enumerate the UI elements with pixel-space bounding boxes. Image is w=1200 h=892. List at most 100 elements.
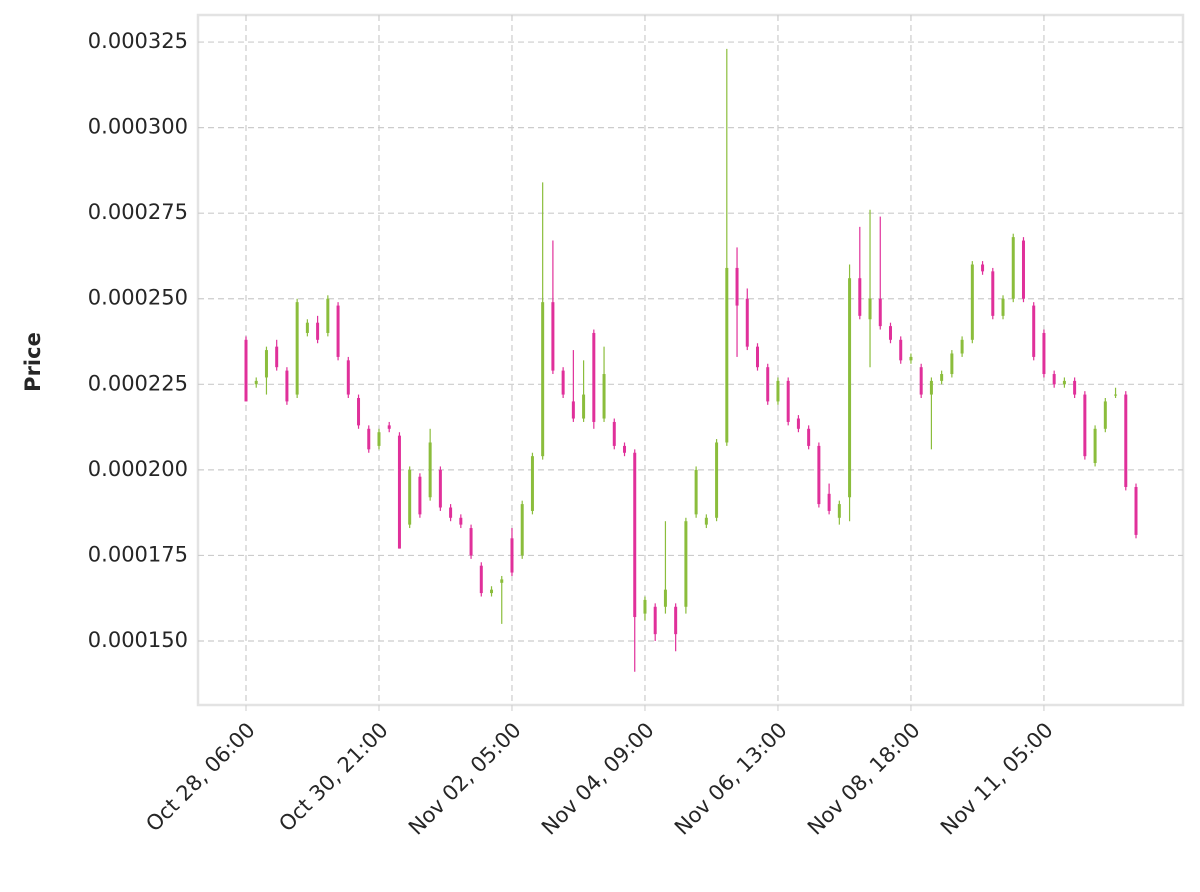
candle-body [346,360,350,395]
x-tick-label: Nov 11, 05:00 [936,718,1058,840]
y-axis-label: Price [21,332,45,392]
x-tick-label: Oct 30, 21:00 [274,718,392,836]
candle-body [745,298,749,347]
candle-body [1001,298,1005,316]
candle-body [449,507,453,518]
candle-body [694,469,698,515]
candle-body [776,380,780,402]
candle-body [612,421,616,446]
candle-body [592,332,596,422]
y-tick-label: 0.000150 [88,628,188,652]
candle-body [899,339,903,361]
candle-body [981,264,985,272]
candle-body [490,589,494,594]
candle-body [244,339,248,402]
candle-body [704,517,708,525]
y-tick-label: 0.000225 [88,371,188,395]
candle-body [264,350,268,378]
candle-body [1021,240,1025,299]
candle-body [1083,394,1087,457]
candle-body [1114,394,1118,396]
candle-body [929,380,933,395]
y-tick-label: 0.000325 [88,29,188,53]
plot-area [196,13,1185,707]
candle-body [970,264,974,340]
candle-body [623,445,627,453]
candle-body [837,504,841,518]
candle-body [254,380,258,385]
candle-body [868,298,872,320]
candle-body [479,565,483,594]
candle-body [326,298,330,333]
candle-body [500,579,504,583]
candle-body [1134,486,1138,535]
candle-body [817,445,821,505]
candle-body [438,469,442,508]
candle-body [397,435,401,549]
y-tick-label: 0.000250 [88,286,188,310]
candle-body [571,401,575,419]
candle-body [377,432,381,446]
candle-body [305,322,309,333]
y-tick-label: 0.000275 [88,200,188,224]
candle-body [684,521,688,607]
candle-body [715,442,719,518]
candle-body [909,356,913,361]
candle-body [919,367,923,395]
candle-body [275,346,279,368]
candle-body [582,394,586,419]
candle-body [408,469,412,525]
x-tick-label: Nov 08, 18:00 [803,718,925,840]
candle-body [428,442,432,498]
candle-body [940,374,944,381]
candle-body [766,367,770,402]
candle-body [827,493,831,511]
candle-body [418,476,422,515]
candle-body [643,599,647,614]
candle-body [510,538,514,573]
candle-body [1103,401,1107,429]
candle-body [541,302,545,457]
candle-body [663,589,667,607]
candle-body [858,278,862,316]
y-tick-label: 0.000200 [88,457,188,481]
candle-body [561,370,565,395]
candle-body [633,452,637,618]
candle-body [551,302,555,371]
candle-body [796,418,800,429]
y-tick-label: 0.000175 [88,542,188,566]
candle-body [735,267,739,306]
candle-body [387,425,391,429]
candle-body [1011,237,1015,299]
candle-body [725,267,729,443]
x-tick-label: Oct 28, 06:00 [141,718,259,836]
x-tick-label: Nov 02, 05:00 [404,718,526,840]
candle-body [756,346,759,368]
candle-body [316,322,320,340]
candle-body [1073,380,1077,395]
candle-body [459,517,463,525]
candle-body [653,606,657,635]
candle-body [1062,380,1066,385]
candle-body [1032,305,1036,357]
candle-body [960,339,964,354]
candle-body [357,397,361,426]
candle-body [674,606,678,635]
y-tick-label: 0.000300 [88,115,188,139]
candle-body [807,428,811,446]
candle-body [1124,394,1128,487]
candle-body [295,302,299,395]
candle-body [520,504,524,556]
candle-body [888,326,892,340]
candle-body [1093,428,1097,464]
candle-body [336,305,340,357]
candle-body [848,278,852,498]
candle-body [469,528,473,556]
x-tick-label: Nov 06, 13:00 [670,718,792,840]
candle-body [878,298,882,327]
candle-body [367,428,371,450]
candle-body [285,370,289,402]
candle-body [786,380,790,422]
candle-body [530,456,534,511]
